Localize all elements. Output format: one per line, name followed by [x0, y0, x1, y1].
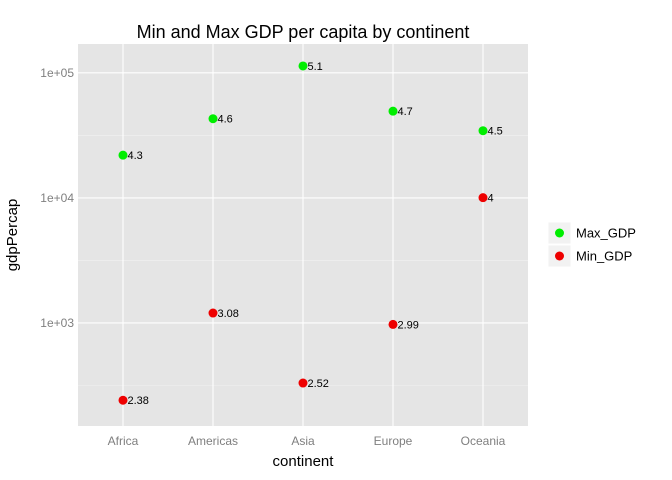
data-label: 4.7: [398, 106, 413, 118]
x-tick-label: Europe: [374, 434, 413, 448]
x-tick-label: Africa: [108, 434, 139, 448]
chart-title: Min and Max GDP per capita by continent: [137, 22, 470, 42]
data-label: 4.5: [488, 126, 503, 138]
y-axis-title: gdpPercap: [4, 199, 21, 272]
major-gridlines: [78, 44, 528, 426]
x-tick-label: Asia: [291, 434, 315, 448]
legend-label: Min_GDP: [576, 249, 632, 264]
legend-label: Max_GDP: [576, 226, 636, 241]
data-label: 2.99: [398, 319, 419, 331]
x-tick-labels: Africa Americas Asia Europe Oceania: [108, 434, 506, 448]
data-points: 4.3 4.6 5.1 4.7 4.5 2.38 3.08 2.52 2.99 4: [118, 61, 503, 407]
y-tick-label: 1e+03: [40, 316, 74, 330]
x-tick-label: Americas: [188, 434, 238, 448]
data-label: 2.38: [128, 395, 149, 407]
data-point: [208, 114, 218, 124]
data-label: 5.1: [308, 61, 323, 73]
data-point: [118, 150, 128, 160]
y-tick-label: 1e+05: [40, 66, 74, 80]
data-label: 3.08: [218, 308, 239, 320]
x-tick-label: Oceania: [461, 434, 506, 448]
data-point: [208, 308, 218, 318]
data-point: [298, 61, 308, 71]
legend-symbol: [555, 251, 564, 261]
data-point: [478, 193, 488, 203]
data-point: [118, 395, 128, 405]
legend-symbol: [555, 228, 564, 238]
data-label: 2.52: [308, 378, 329, 390]
data-point: [298, 378, 308, 388]
x-axis-title: continent: [273, 453, 335, 470]
data-label: 4: [488, 193, 494, 205]
legend: Max_GDP Min_GDP: [547, 221, 636, 268]
y-tick-labels: 1e+03 1e+04 1e+05: [40, 66, 74, 330]
data-point: [388, 319, 398, 329]
data-label: 4.3: [128, 150, 143, 162]
y-tick-label: 1e+04: [40, 191, 74, 205]
data-point: [388, 106, 398, 116]
data-label: 4.6: [218, 114, 233, 126]
data-point: [478, 126, 488, 136]
